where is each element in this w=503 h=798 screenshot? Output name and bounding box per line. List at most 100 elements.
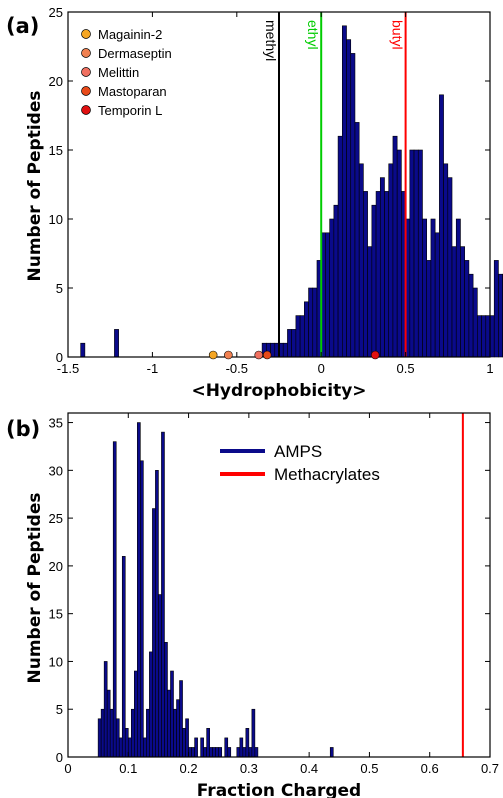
- plot-frame: [67, 412, 491, 758]
- bar: [392, 135, 398, 358]
- bar: [164, 642, 168, 758]
- y-tick-label: 10: [49, 654, 63, 669]
- legend-label: Methacrylates: [274, 465, 380, 484]
- chart-b: 0 0.1 0.2 0.3 0.4 0.5 0.6 0.7 0 5 10 15 20 25 30 35 AMPS…: [49, 412, 499, 776]
- bar: [185, 718, 189, 758]
- bar: [176, 699, 180, 758]
- x-tick-label: 0: [318, 361, 325, 376]
- bar: [388, 163, 394, 358]
- bar: [443, 163, 449, 358]
- bar: [299, 315, 305, 358]
- panel-label-b: (b): [6, 417, 40, 441]
- bar: [212, 747, 217, 758]
- bar: [426, 260, 432, 358]
- x-tick-label: 0: [64, 761, 71, 776]
- bar: [329, 747, 334, 758]
- bar: [367, 246, 373, 358]
- x-tick-label: 0.7: [481, 761, 499, 776]
- bar: [100, 708, 105, 758]
- bar: [179, 680, 183, 758]
- bar: [194, 737, 198, 758]
- peptide-marker: [224, 350, 233, 360]
- bar: [134, 670, 138, 758]
- bar: [493, 260, 499, 358]
- bar: [481, 315, 487, 358]
- x-tick-label: 0.1: [119, 761, 137, 776]
- y-tick-label: 5: [56, 702, 63, 717]
- bar: [112, 441, 117, 758]
- y-axis-label-a: Number of Peptides: [25, 91, 45, 282]
- bar: [149, 651, 153, 758]
- bar: [173, 708, 177, 758]
- y-tick-label: 25: [49, 5, 63, 20]
- peptide-marker: [254, 350, 264, 360]
- bar: [350, 53, 356, 358]
- bar: [137, 422, 141, 758]
- bar: [167, 689, 171, 758]
- bar: [158, 594, 162, 758]
- y-tick-label: 20: [49, 559, 63, 574]
- reference-line-label: butyl: [390, 20, 406, 50]
- x-tick-label: 0.2: [180, 761, 198, 776]
- bar: [109, 708, 114, 758]
- bar: [200, 737, 204, 758]
- x-tick-label: 0.5: [397, 361, 415, 376]
- bar: [358, 163, 364, 358]
- y-tick-label: 15: [49, 607, 63, 622]
- x-tick-label: 0.6: [421, 761, 439, 776]
- bar: [409, 149, 415, 358]
- y-tick-label: 35: [49, 416, 63, 431]
- bar: [375, 191, 381, 358]
- bar: [312, 287, 318, 358]
- bar: [451, 246, 457, 358]
- x-tick-label: 0.4: [300, 761, 318, 776]
- bar: [341, 25, 347, 358]
- bar: [439, 94, 444, 358]
- legend-label: Melittin: [98, 65, 139, 80]
- y-tick-label: 5: [56, 281, 63, 296]
- bar: [97, 718, 102, 758]
- bar: [396, 149, 402, 358]
- bar: [239, 737, 244, 758]
- bar: [140, 460, 144, 758]
- legend-marker: [81, 86, 91, 96]
- bar: [325, 232, 330, 358]
- legend-marker: [81, 105, 91, 115]
- bar: [337, 135, 343, 358]
- reference-line-label: ethyl: [305, 20, 321, 50]
- bar: [215, 747, 220, 758]
- bar: [308, 287, 314, 358]
- y-tick-label: 10: [49, 212, 63, 227]
- y-axis-label-b: Number of Peptides: [25, 493, 45, 684]
- bar: [131, 708, 135, 758]
- bar: [206, 728, 210, 758]
- bar: [242, 747, 247, 758]
- bar: [485, 315, 491, 358]
- bar: [236, 747, 241, 758]
- bar: [455, 218, 461, 358]
- bar: [291, 329, 297, 358]
- bar: [295, 315, 301, 358]
- bar: [498, 273, 503, 358]
- x-tick-label: -0.5: [226, 361, 248, 376]
- bar: [371, 204, 377, 358]
- bar: [155, 470, 159, 758]
- bar: [384, 191, 390, 358]
- x-tick-label: 0.5: [360, 761, 378, 776]
- bar: [121, 556, 126, 758]
- y-tick-label: 15: [49, 143, 63, 158]
- x-tick-label: 1: [486, 361, 493, 376]
- bar: [304, 301, 309, 358]
- bar: [114, 329, 119, 358]
- bar: [152, 508, 156, 758]
- x-axis-label-a: <Hydrophobicity>: [191, 381, 366, 401]
- bar: [447, 177, 453, 358]
- bar: [287, 329, 292, 358]
- y-tick-label: 30: [49, 463, 63, 478]
- bar: [106, 689, 111, 758]
- x-tick-label: -1.5: [57, 361, 79, 376]
- legend-marker: [81, 29, 91, 39]
- legend-marker: [81, 67, 91, 77]
- bar: [430, 218, 436, 358]
- bar: [489, 315, 495, 358]
